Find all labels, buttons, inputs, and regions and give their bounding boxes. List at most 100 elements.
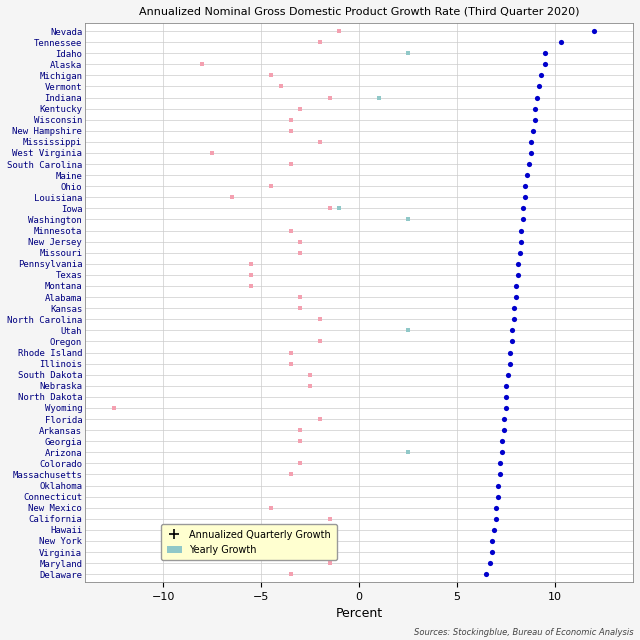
Point (324, 558, 335, 568)
Point (516, 237, 527, 247)
Point (295, 248, 305, 258)
Point (295, 104, 305, 114)
Point (589, 26, 599, 36)
Point (285, 469, 296, 479)
Point (500, 392, 511, 402)
Point (524, 159, 534, 169)
Point (500, 381, 511, 391)
Point (403, 447, 413, 458)
Point (324, 204, 335, 214)
Point (246, 259, 257, 269)
Point (504, 358, 515, 369)
Point (511, 292, 521, 302)
Point (530, 115, 540, 125)
Point (305, 381, 315, 391)
Point (403, 214, 413, 225)
Point (509, 303, 519, 314)
Point (315, 37, 325, 47)
Point (285, 358, 296, 369)
Point (520, 192, 531, 202)
Point (497, 436, 507, 446)
Point (526, 148, 536, 158)
Point (493, 492, 503, 502)
Point (295, 458, 305, 468)
Point (197, 59, 207, 69)
Point (266, 181, 276, 191)
Point (266, 502, 276, 513)
Point (520, 181, 531, 191)
Point (295, 303, 305, 314)
Point (324, 514, 335, 524)
Point (334, 26, 344, 36)
Point (403, 325, 413, 335)
Point (285, 348, 296, 358)
Point (403, 48, 413, 58)
Point (246, 281, 257, 291)
Point (315, 414, 325, 424)
Point (518, 204, 529, 214)
Point (530, 104, 540, 114)
Point (509, 314, 519, 324)
Point (315, 314, 325, 324)
Text: Sources: Stockingblue, Bureau of Economic Analysis: Sources: Stockingblue, Bureau of Economi… (414, 628, 634, 637)
Point (526, 137, 536, 147)
Legend: Annualized Quarterly Growth, Yearly Growth: Annualized Quarterly Growth, Yearly Grow… (161, 524, 337, 561)
Point (266, 70, 276, 81)
Point (227, 192, 237, 202)
Point (266, 536, 276, 546)
Point (507, 325, 517, 335)
Point (491, 502, 501, 513)
Point (246, 270, 257, 280)
Point (295, 237, 305, 247)
Point (295, 292, 305, 302)
Point (495, 469, 505, 479)
Point (295, 425, 305, 435)
Point (497, 447, 507, 458)
Point (540, 59, 550, 69)
Point (109, 403, 120, 413)
Point (504, 348, 515, 358)
Point (499, 414, 509, 424)
Point (522, 170, 532, 180)
Point (499, 425, 509, 435)
Point (513, 270, 523, 280)
Point (487, 536, 497, 546)
Point (487, 547, 497, 557)
Point (324, 92, 335, 102)
Point (295, 436, 305, 446)
Point (528, 125, 538, 136)
Point (285, 569, 296, 579)
Point (315, 137, 325, 147)
Point (485, 558, 495, 568)
Point (495, 458, 505, 468)
Point (334, 204, 344, 214)
X-axis label: Percent: Percent (335, 607, 383, 620)
Point (285, 225, 296, 236)
Point (534, 81, 544, 92)
Point (374, 92, 384, 102)
Point (285, 125, 296, 136)
Point (532, 92, 542, 102)
Point (285, 159, 296, 169)
Point (518, 214, 529, 225)
Point (276, 81, 286, 92)
Point (515, 248, 525, 258)
Title: Annualized Nominal Gross Domestic Product Growth Rate (Third Quarter 2020): Annualized Nominal Gross Domestic Produc… (139, 7, 579, 17)
Point (207, 148, 218, 158)
Point (556, 37, 566, 47)
Point (540, 48, 550, 58)
Point (507, 336, 517, 346)
Point (285, 115, 296, 125)
Point (489, 525, 499, 535)
Point (481, 569, 492, 579)
Point (502, 369, 513, 380)
Point (493, 481, 503, 491)
Point (513, 259, 523, 269)
Point (491, 514, 501, 524)
Point (305, 369, 315, 380)
Point (516, 225, 527, 236)
Point (536, 70, 546, 81)
Point (324, 547, 335, 557)
Point (315, 336, 325, 346)
Point (500, 403, 511, 413)
